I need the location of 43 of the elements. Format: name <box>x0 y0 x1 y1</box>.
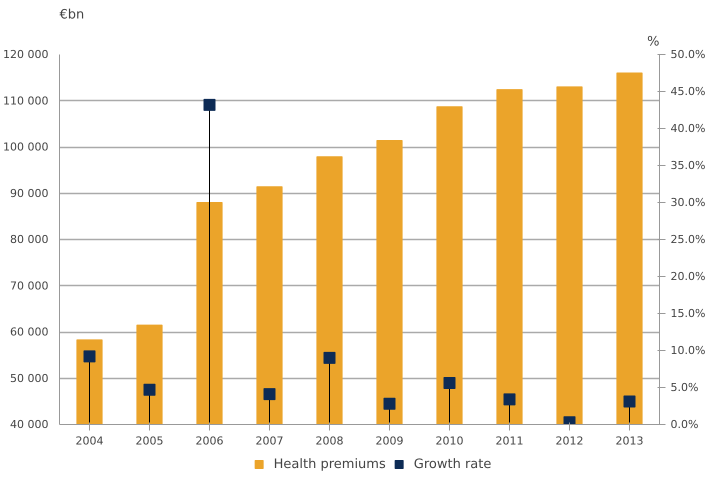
point <box>84 350 96 362</box>
x-tick-label: 2008 <box>316 434 344 448</box>
y2-tick-label: 50.0% <box>670 48 706 61</box>
point <box>444 377 456 390</box>
y-tick-label: 80 000 <box>10 233 49 246</box>
y-tick-label: 110 000 <box>3 94 49 108</box>
point <box>204 98 216 111</box>
y2-axis-title: % <box>647 34 660 50</box>
y-tick-label: 40 000 <box>10 418 49 431</box>
x-tick-label: 2010 <box>436 434 464 448</box>
y-tick-label: 120 000 <box>3 48 49 61</box>
point <box>384 398 396 410</box>
x-tick-label: 2013 <box>616 434 644 448</box>
point <box>324 352 336 364</box>
x-tick-label: 2007 <box>256 434 284 448</box>
y2-tick-label: 30.0% <box>670 196 706 209</box>
legend-label: Health premiums <box>274 456 386 472</box>
point <box>624 396 636 408</box>
y-tick-label: 50 000 <box>10 372 49 385</box>
point <box>264 388 276 400</box>
legend-label: Growth rate <box>414 456 492 472</box>
x-tick-label: 2009 <box>376 434 404 448</box>
y2-tick-label: 10.0% <box>670 344 706 357</box>
y2-tick-label: 15.0% <box>670 307 706 320</box>
y2-tick-label: 25.0% <box>670 233 706 246</box>
y-tick-label: 70 000 <box>10 279 49 292</box>
y2-tick-label: 40.0% <box>670 122 706 135</box>
y-tick-label: 90 000 <box>10 186 49 200</box>
y2-tick-label: 45.0% <box>670 85 706 98</box>
x-tick-label: 2004 <box>76 434 104 448</box>
y-tick-label: 100 000 <box>3 140 49 154</box>
y-axis-title: €bn <box>60 8 84 22</box>
y-tick-label: 60 000 <box>10 326 49 338</box>
x-tick-label: 2006 <box>196 434 224 448</box>
y2-tick-label: 0.0% <box>670 418 698 431</box>
x-tick-label: 2012 <box>556 434 584 448</box>
x-tick-label: 2005 <box>136 434 164 448</box>
y2-tick-label: 35.0% <box>670 159 706 172</box>
point <box>144 384 156 396</box>
point <box>504 393 516 406</box>
y2-tick-label: 20.0% <box>670 270 706 283</box>
y2-tick-label: 5.0% <box>670 381 698 394</box>
x-tick-label: 2011 <box>496 434 524 448</box>
